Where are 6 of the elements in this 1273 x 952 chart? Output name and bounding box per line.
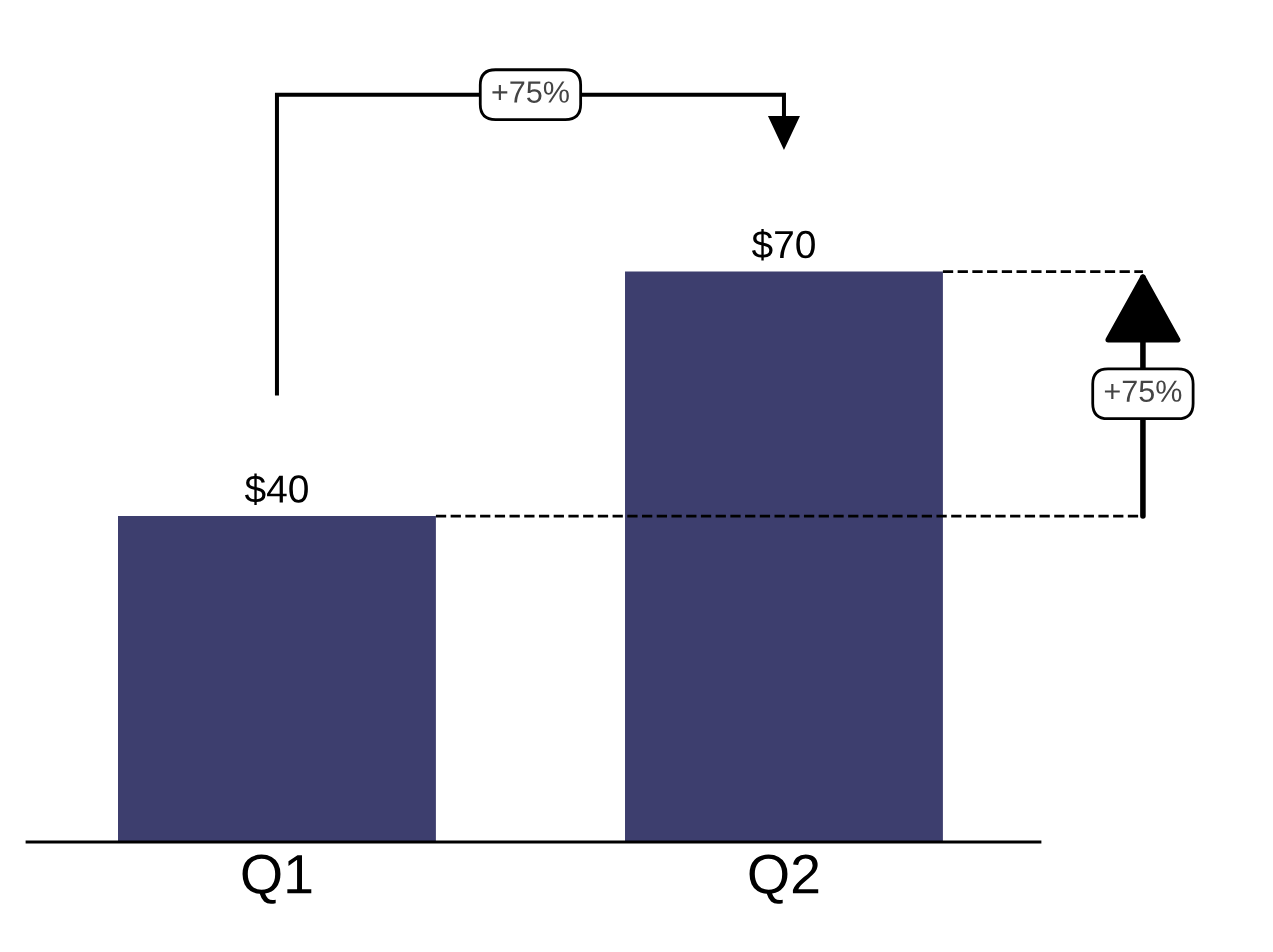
x-tick-label: Q2 (749, 854, 819, 904)
data-label: $40 (244, 473, 308, 506)
text: +75% (492, 81, 569, 103)
data-label: $70 (751, 229, 815, 261)
text: +75% (1104, 380, 1182, 402)
x-tick-label: Q1 (242, 854, 312, 904)
